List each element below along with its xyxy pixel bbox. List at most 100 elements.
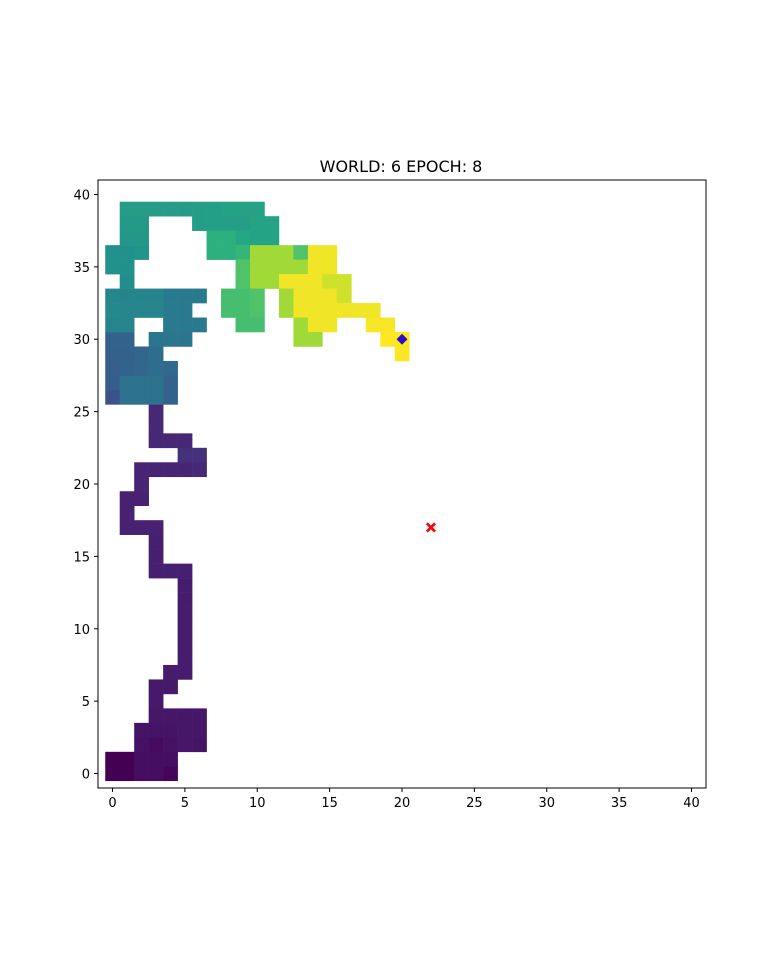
heatmap-cell — [119, 360, 135, 376]
heatmap-cell — [177, 650, 193, 666]
heatmap-cell — [264, 230, 280, 246]
heatmap-cell — [206, 245, 222, 260]
heatmap-cell — [192, 288, 207, 304]
heatmap-cell — [134, 737, 149, 753]
heatmap-cell — [365, 317, 381, 333]
heatmap-cell — [264, 245, 280, 260]
chart-title: WORLD: 6 EPOCH: 8 — [320, 157, 483, 176]
x-tick-label: 30 — [538, 796, 555, 811]
heatmap-cell — [134, 462, 149, 478]
heatmap-cell — [148, 549, 164, 564]
y-tick-label: 30 — [73, 333, 90, 348]
heatmap-cell — [177, 288, 193, 304]
plot-area-frame — [97, 179, 707, 789]
heatmap-cell — [105, 751, 121, 767]
heatmap-cell — [119, 245, 135, 260]
y-tick-label: 0 — [82, 768, 90, 783]
heatmap-cell — [105, 766, 121, 782]
heatmap-cell — [134, 722, 149, 738]
heatmap-cell — [148, 708, 164, 724]
heatmap-cell — [278, 288, 294, 304]
heatmap-cell — [105, 245, 121, 260]
heatmap-cell — [221, 230, 236, 246]
heatmap-cell — [221, 288, 236, 304]
heatmap-cell — [177, 737, 193, 753]
heatmap-cell — [148, 751, 164, 767]
heatmap-cell — [119, 751, 135, 767]
heatmap-cell — [221, 216, 236, 231]
heatmap-cell — [278, 303, 294, 318]
heatmap-cell — [163, 737, 178, 753]
heatmap-cell — [278, 245, 294, 260]
heatmap-cell — [148, 462, 164, 478]
heatmap-cell — [322, 317, 338, 333]
x-tick-label: 15 — [321, 796, 338, 811]
y-tick-label: 40 — [73, 188, 90, 203]
heatmap-cell — [148, 766, 164, 782]
heatmap-cell — [177, 708, 193, 724]
heatmap-cell — [134, 303, 149, 318]
heatmap-cell — [250, 201, 265, 217]
heatmap-cell — [105, 259, 121, 275]
heatmap-cell — [394, 346, 410, 362]
heatmap-cell — [322, 274, 338, 289]
heatmap-cell — [293, 274, 309, 289]
heatmap-cell — [148, 404, 164, 420]
heatmap-cell — [148, 346, 164, 362]
heatmap-cell — [293, 332, 309, 347]
heatmap-cell — [105, 375, 121, 391]
heatmap-cell — [264, 274, 280, 289]
heatmap-cell — [105, 288, 121, 304]
heatmap-cell — [105, 332, 121, 347]
heatmap-cell — [235, 317, 251, 333]
heatmap-cell — [134, 201, 149, 217]
heatmap-cell — [250, 216, 265, 231]
heatmap-cell — [307, 303, 323, 318]
heatmap-cell — [235, 230, 251, 246]
heatmap-cell — [119, 317, 135, 333]
heatmap-cell — [307, 245, 323, 260]
agent-marker — [396, 333, 408, 345]
heatmap-cell — [192, 737, 207, 753]
heatmap-cell — [134, 346, 149, 362]
heatmap-cell — [177, 447, 193, 463]
heatmap-cell — [235, 288, 251, 304]
heatmap-cell — [148, 389, 164, 405]
markers — [396, 333, 436, 533]
heatmap-cell — [163, 563, 178, 579]
heatmap-cell — [250, 259, 265, 275]
heatmap-cell — [250, 230, 265, 246]
heatmap-cell — [177, 578, 193, 593]
heatmap-cell — [293, 245, 309, 260]
heatmap-cell — [134, 520, 149, 535]
heatmap-cell — [148, 737, 164, 753]
heatmap-cell — [322, 245, 338, 260]
heatmap-cell — [163, 375, 178, 391]
heatmap-cell — [148, 332, 164, 347]
heatmap-cell — [119, 520, 135, 535]
heatmap-cell — [105, 389, 121, 405]
heatmap-cell — [119, 230, 135, 246]
heatmap-cell — [322, 288, 338, 304]
heatmap-cell — [221, 201, 236, 217]
heatmap-cell — [177, 592, 193, 608]
heatmap-cell — [177, 563, 193, 579]
heatmap-cell — [105, 360, 121, 376]
heatmap-cell — [221, 245, 236, 260]
heatmap-cell — [293, 259, 309, 275]
heatmap-cell — [105, 317, 121, 333]
heatmap-cell — [192, 708, 207, 724]
heatmap-cell — [119, 389, 135, 405]
heatmap-cell — [307, 317, 323, 333]
heatmap-cell — [336, 303, 352, 318]
heatmap-cell — [148, 288, 164, 304]
heatmap-cell — [148, 693, 164, 709]
heatmap-cell — [134, 375, 149, 391]
heatmap-cell — [250, 288, 265, 304]
heatmap-cell — [177, 303, 193, 318]
heatmap-cell — [134, 230, 149, 246]
heatmap-cell — [250, 245, 265, 260]
x-tick-label: 40 — [683, 796, 700, 811]
heatmap-cell — [119, 491, 135, 507]
y-tick-label: 5 — [82, 695, 90, 710]
